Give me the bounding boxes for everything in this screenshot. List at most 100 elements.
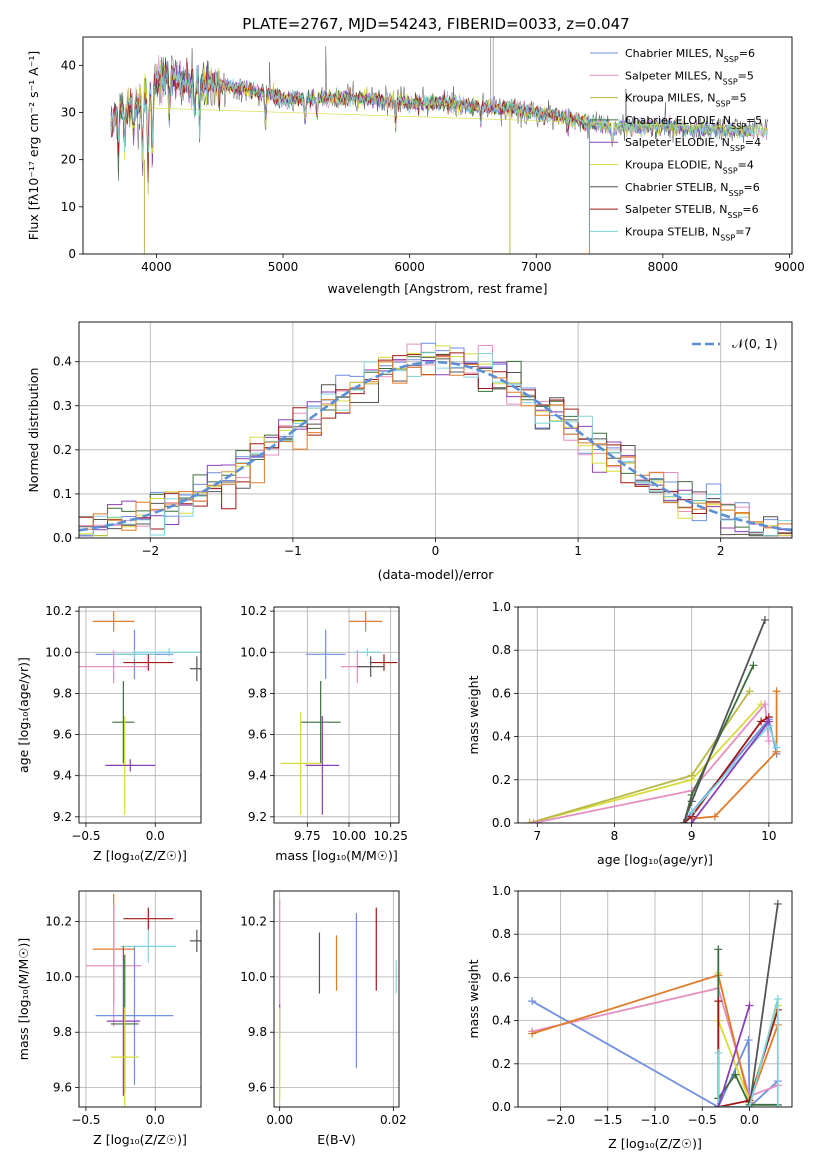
- weight-marker: [773, 899, 782, 908]
- y-tick-label: 1.0: [492, 884, 511, 898]
- x-axis-label: Z [log₁₀(Z/Z☉)]: [93, 848, 187, 863]
- y-tick-label: 9.2: [248, 810, 267, 824]
- legend-value: =4: [745, 136, 761, 149]
- weight-line-orange: [531, 974, 779, 1106]
- x-tick-label: 10.00: [332, 829, 366, 843]
- weight-marker: [714, 945, 723, 954]
- y-tick-label: 0.6: [492, 686, 511, 700]
- x-axis-label: Z [log₁₀(Z/Z☉)]: [608, 1136, 702, 1151]
- y-tick-label: 9.2: [53, 810, 72, 824]
- legend-entry: Salpeter MILES, NSSP=5: [625, 69, 754, 86]
- legend-value: =4: [738, 159, 754, 172]
- axes-frame: [273, 606, 400, 824]
- weight-marker: [773, 1103, 782, 1107]
- chart-mass-vs-Z: −0.5 0.0 9.6 9.8 10.0 10.2 Z [log₁₀(Z/Z☉)] mass…: [16, 890, 202, 1147]
- y-tick-label: 1.0: [492, 600, 511, 614]
- y-tick-label: 0.8: [492, 927, 511, 941]
- plot-area: [110, 37, 769, 254]
- x-axis-label: E(B-V): [317, 1132, 356, 1147]
- axes-frame: [82, 36, 793, 255]
- weight-marker: [745, 687, 754, 696]
- weight-marker: [710, 812, 719, 821]
- y-tick-label: 10.2: [240, 914, 267, 928]
- x-tick-label: −2: [141, 544, 159, 558]
- legend-value: =6: [739, 47, 755, 60]
- y-axis-label: Flux [fλ10⁻¹⁷ erg cm⁻² s⁻¹ A⁻¹]: [26, 51, 41, 240]
- weight-marker: [687, 808, 696, 817]
- weight-line-kroupa-stelib: [717, 998, 779, 1107]
- legend-sub: SSP: [730, 144, 745, 153]
- weight-marker: [757, 717, 766, 726]
- spectrum-line-salpeter-stelib: [110, 57, 590, 183]
- weight-marker: [760, 615, 769, 624]
- x-tick-label: 0.02: [380, 1113, 407, 1127]
- y-axis-label: mass weight: [466, 675, 481, 754]
- weight-marker: [529, 819, 538, 823]
- x-tick-label: 1: [574, 544, 582, 558]
- x-tick-label: −1.0: [640, 1113, 669, 1127]
- x-tick-label: 8: [611, 829, 619, 843]
- chart-age-vs-Z: −0.5 0.0 9.2 9.4 9.6 9.8 10.0 10.2 Z [log₁₀(Z/Z☉…: [16, 604, 202, 863]
- x-tick-label: 6000: [394, 260, 425, 274]
- y-tick-label: 0.2: [492, 1057, 511, 1071]
- weight-line-chabrier-stelib: [718, 903, 779, 1107]
- legend-sub: SSP: [731, 121, 746, 130]
- histogram-orange: [79, 356, 792, 531]
- legend-entry: Chabrier ELODIE, NSSP=5: [625, 114, 762, 130]
- y-tick-label: 9.8: [53, 1025, 72, 1039]
- chart-age-vs-mass: 9.75 10.00 10.25 9.2 9.4 9.6 9.8 10.0 10.2 mass […: [240, 604, 408, 863]
- legend-entry: Chabrier MILES, NSSP=6: [625, 47, 755, 64]
- weight-marker: [731, 1070, 740, 1079]
- y-tick-label: 10.0: [240, 645, 267, 659]
- x-tick-label: 9: [688, 829, 696, 843]
- weight-line-kroupa-miles: [529, 690, 751, 823]
- y-axis-label: mass weight: [466, 959, 481, 1038]
- legend-sub: SSP: [723, 166, 738, 175]
- y-tick-label: 30: [61, 105, 76, 119]
- y-tick-label: 9.4: [53, 769, 72, 783]
- y-tick-label: 9.8: [53, 686, 72, 700]
- weight-marker: [749, 661, 758, 670]
- x-tick-label: 7: [533, 829, 541, 843]
- y-tick-label: 0.4: [53, 355, 72, 369]
- legend-entry: Chabrier STELIB, NSSP=6: [625, 181, 760, 198]
- plot-area: [79, 607, 201, 823]
- y-tick-label: 10.2: [45, 604, 72, 618]
- plot-area: [79, 322, 792, 538]
- x-tick-label: 10: [761, 829, 776, 843]
- axes-frame: [517, 606, 793, 824]
- weight-marker: [744, 1036, 753, 1045]
- y-tick-label: 9.6: [53, 728, 72, 742]
- x-tick-label: −1.5: [593, 1113, 622, 1127]
- x-axis-label: age [log₁₀(age/yr)]: [597, 852, 713, 867]
- y-axis-label: Normed distribution: [26, 368, 41, 493]
- weight-line-salpeter-elodie: [690, 720, 770, 823]
- weight-line-chabrier-elodie: [683, 664, 755, 823]
- axes-frame: [78, 890, 202, 1108]
- legend-sub: SSP: [715, 99, 730, 108]
- legend-value: =6: [744, 181, 760, 194]
- y-axis-label: mass [log₁₀(M/M☉)]: [16, 938, 31, 1060]
- y-tick-label: 0.0: [492, 1100, 511, 1114]
- x-axis-label: mass [log₁₀(M/M☉)]: [275, 848, 397, 863]
- x-tick-label: 2: [717, 544, 725, 558]
- axes-frame: [517, 890, 793, 1108]
- x-tick-label: 0: [432, 544, 440, 558]
- x-axis-label: wavelength [Angstrom, rest frame]: [327, 281, 547, 296]
- x-tick-label: −0.5: [71, 1113, 100, 1127]
- weight-marker: [528, 997, 537, 1006]
- weight-marker: [764, 736, 773, 745]
- y-tick-label: 20: [61, 153, 76, 167]
- y-tick-label: 0.8: [492, 643, 511, 657]
- weight-marker: [714, 997, 723, 1006]
- plot-area: [518, 891, 792, 1107]
- chart-residual-histogram: −2 −1 0 1 2 0.0 0.1 0.2 0.3 0.4 (data-model)/error…: [26, 321, 793, 582]
- y-tick-label: 0.2: [53, 443, 72, 457]
- axes-frame: [273, 890, 400, 1108]
- y-tick-label: 0.6: [492, 970, 511, 984]
- weight-marker: [764, 717, 773, 726]
- weight-marker: [760, 700, 769, 709]
- x-tick-label: −0.5: [71, 829, 100, 843]
- y-tick-label: 0.2: [492, 773, 511, 787]
- x-tick-label: −1: [284, 544, 302, 558]
